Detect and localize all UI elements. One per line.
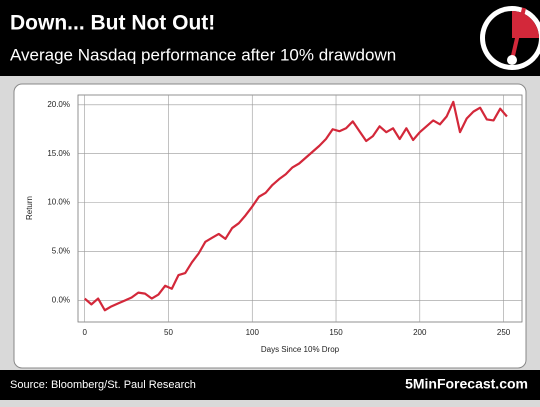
y-tick-label: 15.0%: [47, 149, 70, 158]
gauge-icon: [480, 6, 540, 70]
x-tick-label: 0: [82, 328, 87, 337]
plot-area: [77, 94, 523, 323]
y-tick-label: 5.0%: [52, 247, 70, 256]
x-tick-label: 250: [497, 328, 511, 337]
x-tick-label: 200: [413, 328, 427, 337]
chart-title: Down... But Not Out!: [10, 12, 215, 35]
brand: 5MinForecast.com: [405, 376, 528, 392]
chart-panel: [13, 83, 527, 369]
y-tick-label: 20.0%: [47, 100, 70, 109]
y-tick-label: 10.0%: [47, 198, 70, 207]
x-axis-label: Days Since 10% Drop: [261, 345, 340, 354]
footer: [0, 370, 540, 400]
x-tick-label: 50: [164, 328, 173, 337]
y-axis-label: Return: [25, 196, 34, 220]
source: Source: Bloomberg/St. Paul Research: [10, 379, 196, 391]
x-tick-label: 150: [329, 328, 343, 337]
y-tick-label: 0.0%: [52, 296, 70, 305]
x-tick-label: 100: [246, 328, 260, 337]
data-line: [83, 100, 508, 312]
header: [0, 0, 540, 76]
chart-subtitle: Average Nasdaq performance after 10% dra…: [10, 45, 396, 64]
